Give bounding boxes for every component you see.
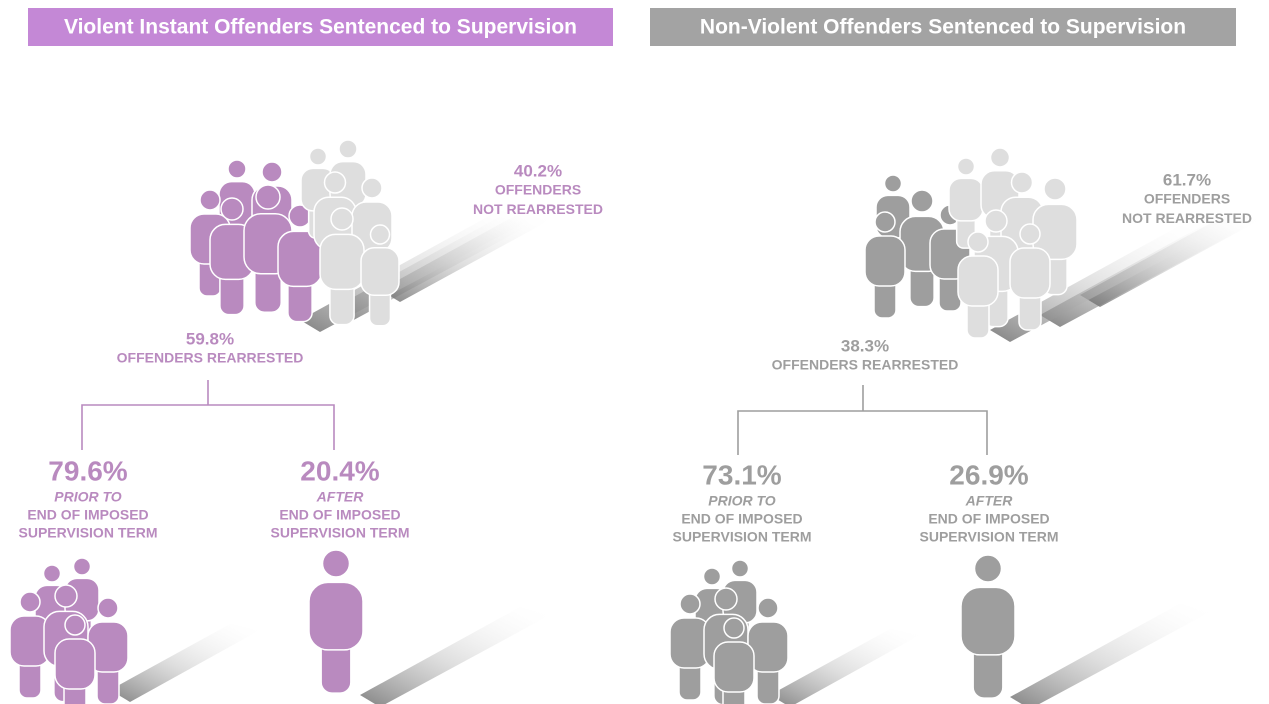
- shadow-streak: [770, 629, 920, 704]
- person-torso: [55, 639, 95, 689]
- infographic: Violent Instant Offenders Sentenced to S…: [0, 0, 1269, 704]
- stat-label: END OF IMPOSED: [681, 511, 802, 527]
- person-torso: [949, 178, 983, 221]
- person-torso: [1010, 248, 1050, 298]
- person-head: [221, 198, 243, 220]
- person-head: [1020, 224, 1040, 244]
- tree-connector: [82, 380, 334, 450]
- person-head: [985, 210, 1007, 232]
- person-head: [715, 588, 737, 610]
- stat-label: OFFENDERS: [495, 182, 581, 198]
- person-head: [1044, 178, 1066, 200]
- stat-value: 40.2%: [514, 161, 562, 180]
- stat-value: 61.7%: [1163, 170, 1211, 189]
- person-head: [44, 565, 61, 582]
- person-head: [256, 185, 280, 209]
- person-head: [875, 212, 895, 232]
- person-head: [975, 555, 1002, 582]
- person-head: [680, 594, 700, 614]
- stat-label: NOT REARRESTED: [473, 201, 603, 217]
- stat-value: 20.4%: [300, 455, 379, 486]
- person-head: [323, 550, 350, 577]
- person-head: [704, 568, 721, 585]
- person-torso: [714, 642, 754, 692]
- person-head: [991, 148, 1010, 167]
- stat-label: SUPERVISION TERM: [271, 525, 410, 541]
- person-head: [724, 618, 744, 638]
- stat-qualifier: PRIOR TO: [708, 493, 776, 509]
- person-head: [228, 160, 246, 178]
- stat-qualifier: PRIOR TO: [54, 489, 122, 505]
- shadow-streak: [360, 607, 550, 704]
- shadow-streak: [1010, 604, 1210, 704]
- stat-label: SUPERVISION TERM: [19, 525, 158, 541]
- person-head: [325, 172, 346, 193]
- shadow-streak: [1080, 213, 1260, 308]
- person-head: [74, 558, 91, 575]
- stat-label: SUPERVISION TERM: [920, 529, 1059, 545]
- person-torso: [361, 248, 399, 295]
- page: Violent Instant Offenders Sentenced to S…: [0, 0, 1269, 704]
- person-head: [262, 162, 282, 182]
- person-head: [885, 175, 902, 192]
- person-icon: [309, 550, 363, 693]
- stat-value: 59.8%: [186, 329, 234, 348]
- stat-qualifier: AFTER: [316, 489, 365, 505]
- person-head: [55, 585, 77, 607]
- panel-title: Violent Instant Offenders Sentenced to S…: [64, 16, 577, 39]
- stat-label: END OF IMPOSED: [27, 507, 148, 523]
- person-head: [968, 232, 988, 252]
- stat-label: OFFENDERS REARRESTED: [772, 357, 959, 373]
- stat-value: 26.9%: [949, 459, 1028, 490]
- stat-label: NOT REARRESTED: [1122, 210, 1252, 226]
- person-torso: [320, 234, 364, 289]
- shadow-streak: [380, 213, 550, 302]
- shadow-streak: [110, 624, 260, 702]
- person-head: [1012, 172, 1033, 193]
- tree-connector: [738, 385, 987, 455]
- person-head: [371, 225, 390, 244]
- person-head: [20, 592, 40, 612]
- person-torso: [961, 587, 1015, 655]
- person-icon: [961, 555, 1015, 698]
- person-head: [911, 190, 933, 212]
- person-head: [310, 148, 327, 165]
- panel-title: Non-Violent Offenders Sentenced to Super…: [700, 16, 1186, 39]
- person-head: [98, 598, 118, 618]
- person-head: [758, 598, 778, 618]
- stat-label: END OF IMPOSED: [279, 507, 400, 523]
- stat-label: OFFENDERS: [1144, 191, 1230, 207]
- stat-label: OFFENDERS REARRESTED: [117, 350, 304, 366]
- person-head: [362, 178, 382, 198]
- person-torso: [865, 236, 905, 286]
- person-head: [200, 190, 220, 210]
- person-torso: [958, 256, 998, 306]
- person-head: [958, 158, 975, 175]
- stat-qualifier: AFTER: [965, 493, 1014, 509]
- stat-label: END OF IMPOSED: [928, 511, 1049, 527]
- person-head: [331, 208, 353, 230]
- stat-value: 73.1%: [702, 459, 781, 490]
- stat-value: 38.3%: [841, 336, 889, 355]
- person-head: [732, 560, 749, 577]
- stat-value: 79.6%: [48, 455, 127, 486]
- person-torso: [309, 582, 363, 650]
- person-head: [65, 615, 85, 635]
- person-head: [339, 140, 357, 158]
- stat-label: SUPERVISION TERM: [673, 529, 812, 545]
